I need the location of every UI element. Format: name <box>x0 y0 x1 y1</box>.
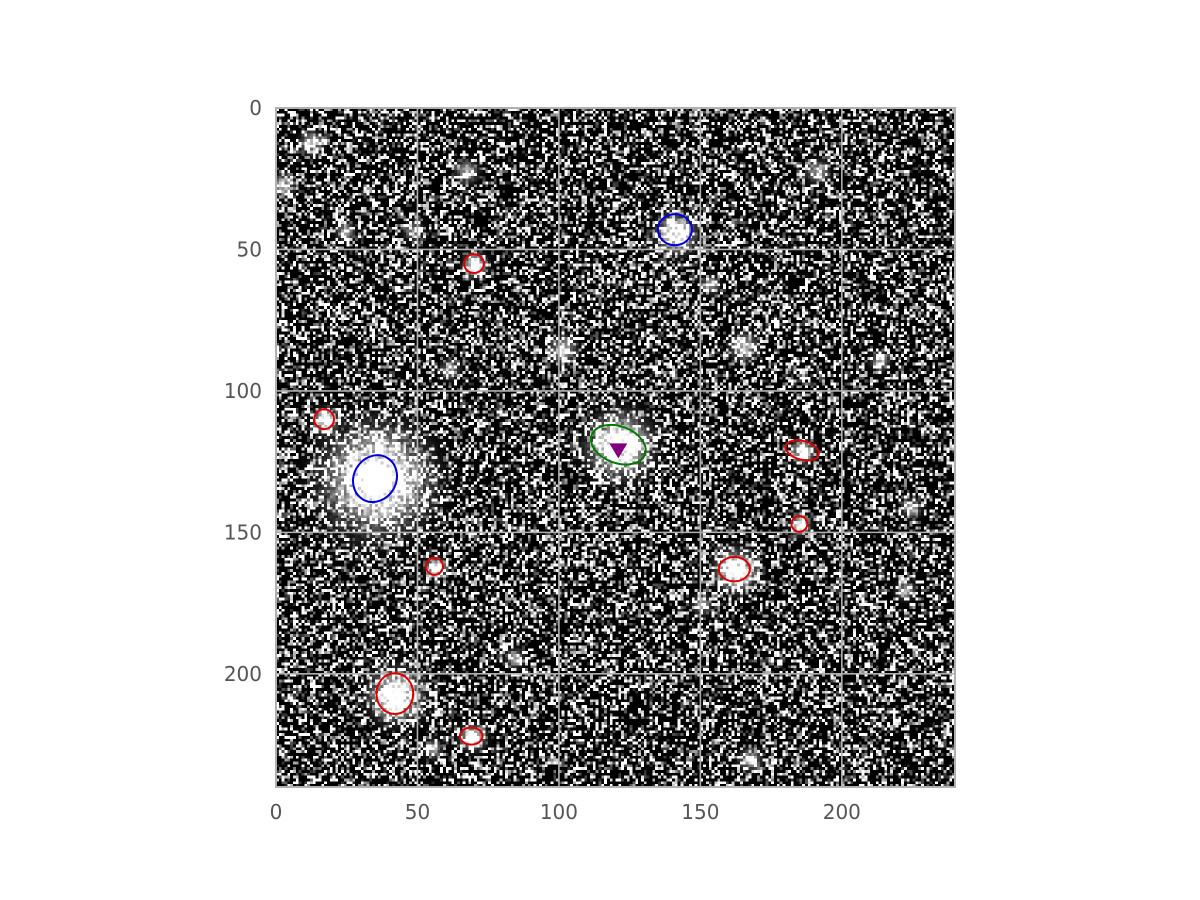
blue-source-ellipse <box>656 213 693 247</box>
red-source-ellipse <box>458 726 484 746</box>
red-source-ellipse <box>375 672 415 716</box>
blue-source-ellipse <box>352 454 398 503</box>
y-tick-label: 0 <box>249 96 262 120</box>
red-source-ellipse <box>717 555 751 583</box>
y-tick-label: 200 <box>224 662 262 686</box>
x-tick-label: 100 <box>540 800 578 824</box>
plot-area <box>275 107 956 788</box>
target-layer <box>609 443 628 459</box>
x-tick-label: 0 <box>270 800 283 824</box>
plot-frame <box>275 107 956 788</box>
target-marker <box>609 443 628 459</box>
source-ellipses <box>313 213 820 746</box>
x-tick-label: 150 <box>681 800 719 824</box>
y-tick-label: 50 <box>237 237 262 261</box>
green-source-ellipse <box>590 423 647 466</box>
y-tick-label: 150 <box>224 520 262 544</box>
red-source-ellipse <box>784 439 820 462</box>
x-tick-label: 50 <box>405 800 430 824</box>
red-source-ellipse <box>313 408 335 431</box>
x-tick-label: 200 <box>823 800 861 824</box>
red-source-ellipse <box>424 556 444 576</box>
y-tick-label: 100 <box>224 379 262 403</box>
y-axis: 0 50 100 150 200 <box>224 96 262 686</box>
red-source-ellipse <box>463 253 485 274</box>
x-axis: 0 50 100 150 200 <box>270 800 861 824</box>
red-source-ellipse <box>790 514 809 533</box>
